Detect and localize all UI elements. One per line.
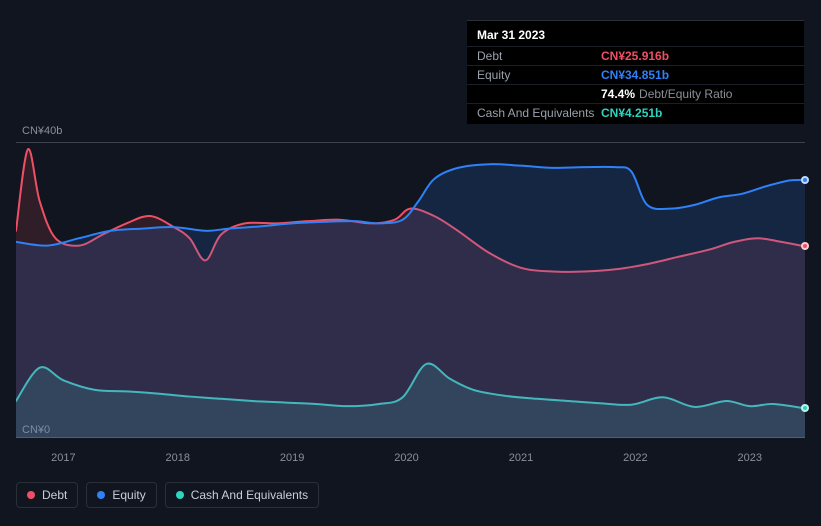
legend-label: Cash And Equivalents (191, 488, 308, 502)
tooltip-row-equity: Equity CN¥34.851b (467, 65, 804, 84)
tooltip-row-debt: Debt CN¥25.916b (467, 46, 804, 65)
x-axis-tick: 2021 (509, 452, 533, 464)
ratio-text: Debt/Equity Ratio (639, 87, 732, 101)
legend: Debt Equity Cash And Equivalents (16, 482, 319, 508)
series-end-marker (801, 242, 809, 250)
legend-item-equity[interactable]: Equity (86, 482, 156, 508)
x-axis-tick: 2022 (623, 452, 647, 464)
x-axis-tick: 2019 (280, 452, 304, 464)
legend-label: Equity (112, 488, 145, 502)
series-end-marker (801, 404, 809, 412)
y-axis-label-top: CN¥40b (22, 125, 62, 137)
chart-svg (16, 142, 805, 438)
legend-dot (97, 491, 105, 499)
tooltip-value: CN¥25.916b (601, 48, 669, 64)
tooltip-value: CN¥34.851b (601, 67, 669, 83)
series-end-marker (801, 176, 809, 184)
legend-item-cash[interactable]: Cash And Equivalents (165, 482, 319, 508)
x-axis-tick: 2018 (165, 452, 189, 464)
tooltip-label: Debt (477, 48, 601, 64)
x-axis-tick: 2020 (394, 452, 418, 464)
chart-container: { "layout": { "width": 821, "height": 52… (0, 0, 821, 526)
legend-dot (176, 491, 184, 499)
chart-tooltip: Mar 31 2023 Debt CN¥25.916b Equity CN¥34… (467, 20, 804, 124)
tooltip-label: Cash And Equivalents (477, 105, 601, 121)
x-axis-tick: 2017 (51, 452, 75, 464)
ratio-percent: 74.4% (601, 87, 635, 101)
tooltip-row-cash: Cash And Equivalents CN¥4.251b (467, 103, 804, 122)
legend-dot (27, 491, 35, 499)
tooltip-label: Equity (477, 67, 601, 83)
tooltip-date: Mar 31 2023 (467, 27, 804, 46)
legend-item-debt[interactable]: Debt (16, 482, 78, 508)
tooltip-value: CN¥4.251b (601, 105, 662, 121)
legend-label: Debt (42, 488, 67, 502)
tooltip-row-ratio: 74.4% Debt/Equity Ratio (467, 84, 804, 103)
x-axis-tick: 2023 (738, 452, 762, 464)
